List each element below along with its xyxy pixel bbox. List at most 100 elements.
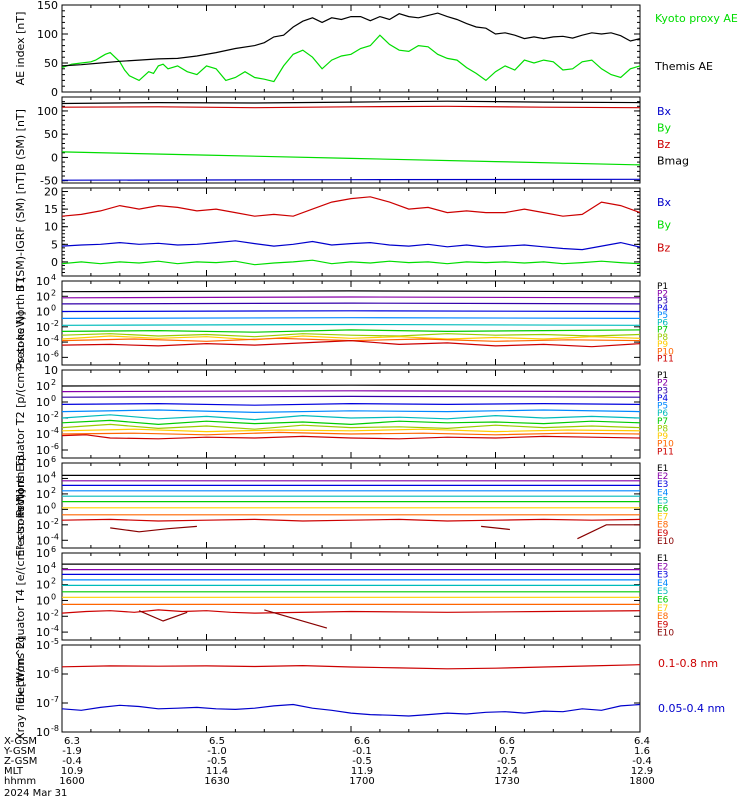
legend-entry: Bz [657, 241, 671, 254]
legend-entry: E3 [657, 571, 668, 581]
y-axis-label: AE index [nT] [14, 12, 27, 86]
y-tick-label: 10 [36, 503, 50, 516]
y-tick-label: 10 [44, 221, 58, 234]
y-tick-exponent: 0 [51, 592, 56, 601]
series-line-2 [61, 296, 641, 299]
y-tick-label: 0 [51, 256, 58, 269]
table-cell: -1.9 [62, 746, 82, 757]
y-tick-label: 10 [36, 547, 50, 560]
y-tick-label: 10 [36, 396, 50, 409]
y-tick-label: 10 [36, 610, 50, 623]
legend-entry: Bx [657, 196, 672, 209]
y-tick-label: 10 [44, 364, 58, 377]
y-tick-label: 100 [37, 28, 58, 41]
series-line-bmag [61, 100, 641, 105]
y-tick-label: 15 [44, 203, 58, 216]
table-cell: 6.6 [499, 736, 515, 747]
y-tick-exponent: 4 [51, 470, 56, 479]
series-line-5 [61, 409, 641, 414]
legend-entry: P1 [657, 371, 668, 381]
legend-entry: P2 [657, 379, 668, 389]
y-axis-label: Electrons North T3 [14, 454, 27, 556]
y-tick-exponent: 2 [51, 378, 56, 387]
legend-entry: P1 [657, 282, 668, 292]
y-tick-label: 10 [36, 275, 50, 288]
y-tick-exponent: -2 [51, 517, 59, 526]
series-line-12 [577, 524, 640, 540]
y-tick-label: 10 [36, 321, 50, 334]
y-tick-exponent: -4 [51, 624, 59, 633]
table-cell: 6.5 [209, 736, 225, 747]
y-tick-exponent: 2 [51, 486, 56, 495]
y-tick-label: 10 [36, 563, 50, 576]
legend-entry: Bmag [657, 155, 689, 168]
y-axis-label: Electrons Equator T4 [e/(cm²-s-sr-keV)] [14, 489, 27, 704]
y-tick-exponent: 0 [51, 501, 56, 510]
legend-entry: P3 [657, 297, 668, 307]
y-tick-exponent: -7 [51, 695, 59, 704]
y-tick-exponent: -4 [51, 426, 59, 435]
series-line-11 [61, 339, 641, 348]
legend-entry: E6 [657, 505, 669, 515]
table-cell: 10.9 [61, 766, 83, 777]
legend-entry: 0.1-0.8 nm [658, 657, 718, 670]
table-cell: -0.5 [497, 756, 517, 767]
y-tick-label: 10 [36, 380, 50, 393]
series-line-6 [61, 323, 641, 326]
table-cell: -0.4 [62, 756, 82, 767]
legend-entry: P9 [657, 340, 668, 350]
y-axis-label: Xray flux [W/m^2] [14, 637, 27, 740]
table-cell: 1630 [204, 776, 229, 787]
legend-entry: E6 [657, 596, 669, 606]
series-line-3 [61, 302, 641, 305]
legend-entry: E7 [657, 513, 668, 523]
y-tick-label: 5 [51, 238, 58, 251]
table-cell: -1.0 [207, 746, 227, 757]
y-tick-exponent: -2 [51, 608, 59, 617]
legend-entry: E2 [657, 562, 668, 572]
series-line-bx [61, 178, 641, 181]
y-tick-label: -50 [40, 175, 58, 188]
legend-entry: P7 [657, 326, 668, 336]
series-line-10 [110, 525, 197, 533]
table-row-label: hhmm [4, 776, 36, 787]
table-cell: 1700 [349, 776, 374, 787]
legend-entry: P6 [657, 409, 668, 419]
series-line-11 [264, 609, 328, 629]
legend: Bx By Bz [657, 196, 672, 254]
series-line-bz [61, 105, 641, 109]
y-tick-exponent: -5 [51, 637, 59, 646]
legend-entry: P2 [657, 289, 668, 299]
series-line-0-05-0-4-nm [61, 703, 641, 717]
y-tick-label: 10 [36, 726, 50, 739]
y-tick-label: 150 [37, 0, 58, 12]
legend-entry: P7 [657, 417, 668, 427]
panel-frame [61, 644, 641, 733]
y-tick-label: 0 [51, 151, 58, 164]
legend-entry: E9 [657, 620, 669, 630]
y-tick-label: 0 [51, 86, 58, 99]
table-cell: 1600 [59, 776, 84, 787]
table-cell: 12.4 [496, 766, 518, 777]
legend-entry: P11 [657, 447, 674, 457]
legend-entry: P4 [657, 304, 668, 314]
legend-entry: By [657, 219, 672, 232]
legend-entry: E9 [657, 529, 669, 539]
y-tick-label: 50 [44, 57, 58, 70]
legend-entry: Bz [657, 138, 671, 151]
legend-entry: E3 [657, 480, 668, 490]
table-cell: 11.9 [351, 766, 373, 777]
panel-frame [61, 369, 641, 459]
series-line-8 [61, 333, 641, 338]
table-cell: -0.1 [352, 746, 372, 757]
panel-frame [61, 96, 641, 184]
series-line-11 [61, 434, 641, 440]
series-line-bx [61, 240, 641, 251]
table-cell: 1.6 [634, 746, 650, 757]
legend-entry: Themis AE [654, 60, 713, 73]
